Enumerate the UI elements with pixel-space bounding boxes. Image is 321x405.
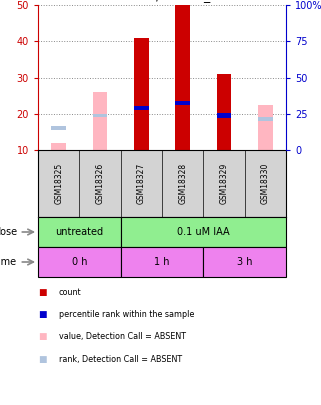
Bar [203,247,286,277]
Text: ■: ■ [38,288,47,297]
Text: GSM18326: GSM18326 [96,163,105,204]
Bar [121,247,203,277]
Text: 1 h: 1 h [154,257,170,267]
Text: value, Detection Call = ABSENT: value, Detection Call = ABSENT [59,332,186,341]
Text: dose: dose [0,227,17,237]
Bar [51,126,66,130]
Bar [38,217,121,247]
Bar [121,217,286,247]
Text: GSM18327: GSM18327 [137,163,146,204]
Text: untreated: untreated [55,227,103,237]
Bar [176,101,190,105]
Bar [258,117,273,121]
Bar [217,74,231,150]
Bar [93,92,107,150]
Text: GSM18325: GSM18325 [54,163,63,204]
Text: 0 h: 0 h [72,257,87,267]
Bar [134,106,149,111]
Text: percentile rank within the sample: percentile rank within the sample [59,310,194,319]
Text: GSM18328: GSM18328 [178,163,187,204]
Text: rank, Detection Call = ABSENT: rank, Detection Call = ABSENT [59,354,182,364]
Text: 0.1 uM IAA: 0.1 uM IAA [177,227,230,237]
Text: ■: ■ [38,310,47,319]
Text: ■: ■ [38,332,47,341]
Bar [217,113,231,118]
Text: GSM18329: GSM18329 [220,163,229,204]
Text: time: time [0,257,17,267]
Bar [134,38,149,150]
Bar [258,104,273,150]
Text: 3 h: 3 h [237,257,252,267]
Text: count: count [59,288,82,297]
Bar [93,114,107,117]
Text: ■: ■ [38,354,47,364]
Bar [176,5,190,150]
Text: GSM18330: GSM18330 [261,163,270,204]
Bar [38,247,121,277]
Title: GDS671 / 17739_at: GDS671 / 17739_at [101,0,223,2]
Bar [51,143,66,150]
